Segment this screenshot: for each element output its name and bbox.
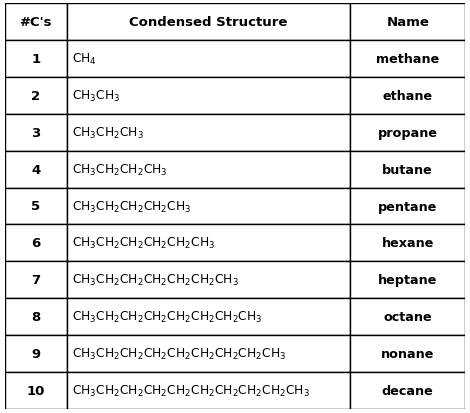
Text: 7: 7 — [31, 273, 40, 287]
Text: 5: 5 — [31, 200, 40, 213]
Bar — [67, 372, 350, 409]
Text: 9: 9 — [31, 347, 40, 360]
Text: methane: methane — [376, 53, 439, 66]
Bar — [67, 262, 350, 299]
Text: nonane: nonane — [381, 347, 434, 360]
Text: Name: Name — [386, 16, 429, 29]
Bar — [5, 41, 67, 78]
Text: CH$_4$: CH$_4$ — [72, 52, 97, 67]
Bar — [350, 372, 465, 409]
Bar — [67, 335, 350, 372]
Text: CH$_3$CH$_2$CH$_3$: CH$_3$CH$_2$CH$_3$ — [72, 126, 144, 140]
Bar — [67, 151, 350, 188]
Bar — [5, 188, 67, 225]
Bar — [350, 114, 465, 151]
Bar — [350, 335, 465, 372]
Text: 6: 6 — [31, 237, 40, 250]
Text: CH$_3$CH$_3$: CH$_3$CH$_3$ — [72, 88, 121, 104]
Text: heptane: heptane — [378, 273, 438, 287]
Text: octane: octane — [384, 311, 432, 323]
Bar — [67, 41, 350, 78]
Text: hexane: hexane — [382, 237, 434, 250]
Text: CH$_3$CH$_2$CH$_2$CH$_2$CH$_2$CH$_2$CH$_2$CH$_2$CH$_3$: CH$_3$CH$_2$CH$_2$CH$_2$CH$_2$CH$_2$CH$_… — [72, 346, 287, 361]
Text: 8: 8 — [31, 311, 40, 323]
Bar — [67, 188, 350, 225]
Text: CH$_3$CH$_2$CH$_2$CH$_2$CH$_2$CH$_2$CH$_2$CH$_2$CH$_2$CH$_3$: CH$_3$CH$_2$CH$_2$CH$_2$CH$_2$CH$_2$CH$_… — [72, 383, 310, 398]
Bar — [5, 151, 67, 188]
Bar — [350, 225, 465, 262]
Bar — [67, 4, 350, 41]
Text: propane: propane — [378, 126, 438, 140]
Bar — [350, 188, 465, 225]
Bar — [5, 299, 67, 335]
Bar — [5, 78, 67, 114]
Text: butane: butane — [383, 163, 433, 176]
Bar — [67, 114, 350, 151]
Bar — [350, 262, 465, 299]
Text: Condensed Structure: Condensed Structure — [129, 16, 288, 29]
Text: ethane: ethane — [383, 90, 433, 102]
Bar — [67, 78, 350, 114]
Bar — [5, 114, 67, 151]
Bar — [5, 335, 67, 372]
Bar — [5, 262, 67, 299]
Bar — [350, 78, 465, 114]
Text: CH$_3$CH$_2$CH$_2$CH$_2$CH$_3$: CH$_3$CH$_2$CH$_2$CH$_2$CH$_3$ — [72, 199, 192, 214]
Text: 3: 3 — [31, 126, 40, 140]
Bar — [350, 41, 465, 78]
Text: #C's: #C's — [20, 16, 52, 29]
Bar — [350, 299, 465, 335]
Text: CH$_3$CH$_2$CH$_2$CH$_2$CH$_2$CH$_3$: CH$_3$CH$_2$CH$_2$CH$_2$CH$_2$CH$_3$ — [72, 236, 215, 251]
Text: 4: 4 — [31, 163, 40, 176]
Bar — [67, 225, 350, 262]
Text: decane: decane — [382, 384, 434, 397]
Text: pentane: pentane — [378, 200, 438, 213]
Text: 10: 10 — [27, 384, 45, 397]
Text: CH$_3$CH$_2$CH$_2$CH$_2$CH$_2$CH$_2$CH$_3$: CH$_3$CH$_2$CH$_2$CH$_2$CH$_2$CH$_2$CH$_… — [72, 273, 239, 287]
Text: 2: 2 — [31, 90, 40, 102]
Bar — [5, 4, 67, 41]
Bar — [350, 4, 465, 41]
Text: CH$_3$CH$_2$CH$_2$CH$_2$CH$_2$CH$_2$CH$_2$CH$_3$: CH$_3$CH$_2$CH$_2$CH$_2$CH$_2$CH$_2$CH$_… — [72, 309, 263, 325]
Bar — [5, 225, 67, 262]
Bar — [67, 299, 350, 335]
Text: 1: 1 — [31, 53, 40, 66]
Text: CH$_3$CH$_2$CH$_2$CH$_3$: CH$_3$CH$_2$CH$_2$CH$_3$ — [72, 162, 168, 177]
Bar — [350, 151, 465, 188]
Bar — [5, 372, 67, 409]
